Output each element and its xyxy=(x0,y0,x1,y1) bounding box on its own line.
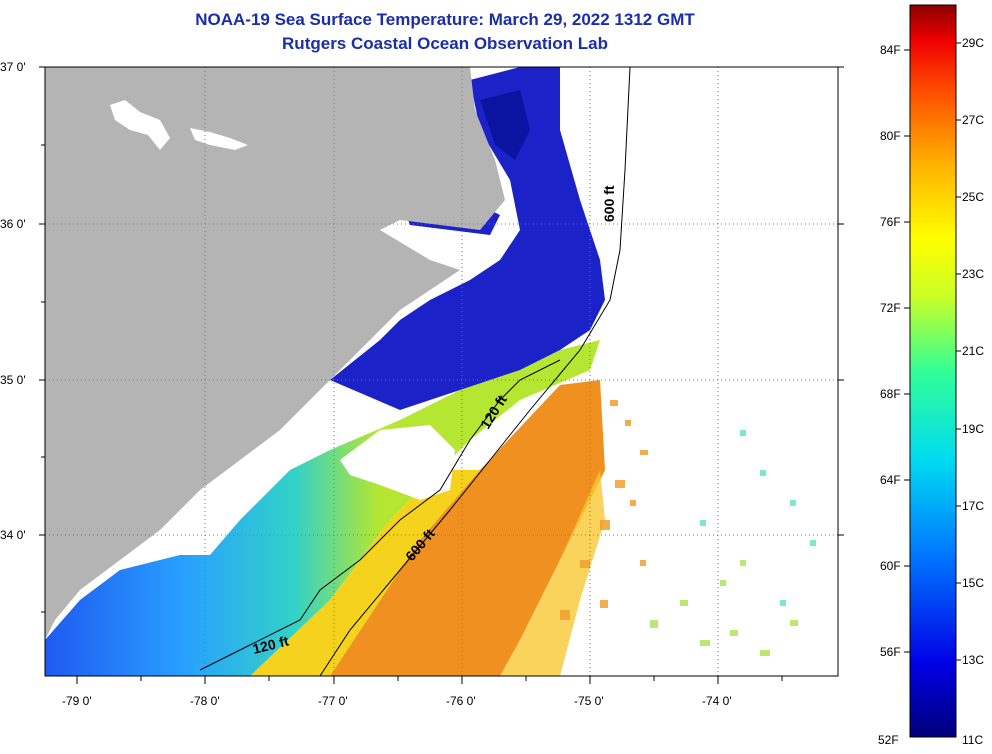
contour-120ft xyxy=(199,359,561,671)
colorbar-label-21c: 21C xyxy=(962,344,984,358)
map-subtitle: Rutgers Coastal Ocean Observation Lab xyxy=(282,34,608,53)
colorbar-label-11c: 11C xyxy=(962,733,983,747)
lon-label-75: -75 0' xyxy=(574,694,604,708)
lat-label-36: 36 0' xyxy=(0,217,26,231)
colorbar-label-52f: 52F xyxy=(878,733,899,747)
colorbar-ticks xyxy=(904,42,961,661)
lon-label-76: -76 0' xyxy=(446,694,476,708)
lat-label-34: 34 0' xyxy=(0,528,26,542)
colorbar-label-23c: 23C xyxy=(962,267,984,281)
coastal-cool-water xyxy=(45,340,600,676)
colorbar-label-60f: 60F xyxy=(880,559,901,573)
colorbar-label-76f: 76F xyxy=(880,215,901,229)
lon-label-77: -77 0' xyxy=(318,694,348,708)
land-mass xyxy=(45,67,505,640)
colorbar-label-84f: 84F xyxy=(880,43,901,57)
map-title: NOAA-19 Sea Surface Temperature: March 2… xyxy=(195,10,695,29)
colorbar-label-68f: 68F xyxy=(880,387,901,401)
gulf-stream-warm-region xyxy=(330,380,605,676)
warm-yellow-band xyxy=(250,470,480,676)
contour-600ft xyxy=(319,67,631,676)
grid xyxy=(45,67,838,676)
lat-label-35: 35 0' xyxy=(0,373,26,387)
colorbar-label-29c: 29C xyxy=(962,36,984,50)
colorbar-label-80f: 80F xyxy=(880,129,901,143)
lat-label-37: 37 0' xyxy=(0,60,26,74)
lon-label-79: -79 0' xyxy=(62,694,92,708)
colorbar-label-27c: 27C xyxy=(962,113,984,127)
colorbar-label-15c: 15C xyxy=(962,576,984,590)
colorbar-label-13c: 13C xyxy=(962,653,984,667)
map-frame xyxy=(44,66,839,677)
colorbar xyxy=(909,4,957,738)
colorbar-label-72f: 72F xyxy=(880,301,901,315)
pamlico-sound xyxy=(330,67,605,410)
colorbar-label-17c: 17C xyxy=(962,499,984,513)
lon-label-74: -74 0' xyxy=(702,694,732,708)
colorbar-label-56f: 56F xyxy=(880,645,901,659)
lon-label-78: -78 0' xyxy=(190,694,220,708)
colorbar-label-25c: 25C xyxy=(962,190,984,204)
colorbar-label-64f: 64F xyxy=(880,473,901,487)
contour-label-600ft-north: 600 ft xyxy=(601,185,617,222)
colorbar-label-19c: 19C xyxy=(962,422,984,436)
